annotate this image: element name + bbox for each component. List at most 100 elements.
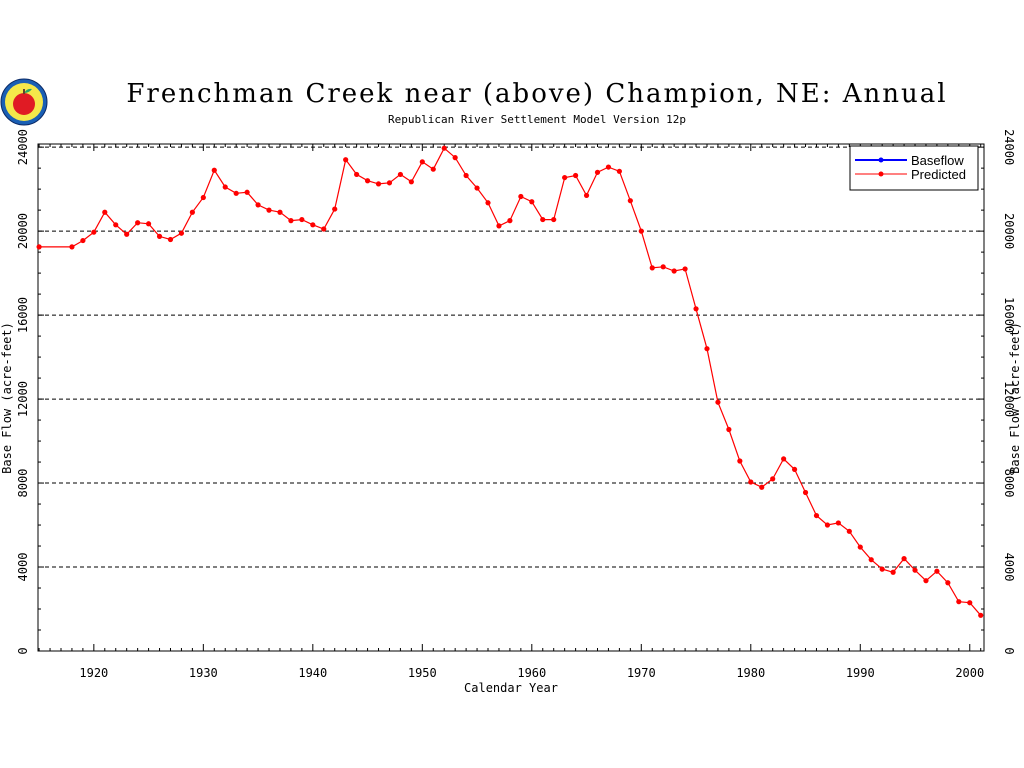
x-tick-label: 1940 xyxy=(298,666,327,680)
data-point-predicted xyxy=(868,557,874,563)
grid-lines xyxy=(38,146,984,568)
data-point-predicted xyxy=(802,489,809,496)
data-point-predicted xyxy=(956,599,962,605)
y-tick-label-left: 24000 xyxy=(16,129,30,165)
data-point-predicted xyxy=(737,458,743,464)
data-point-predicted xyxy=(660,264,666,270)
data-point-predicted xyxy=(912,567,918,573)
y-tick-label-left: 16000 xyxy=(16,297,30,333)
data-point-predicted xyxy=(80,237,86,244)
legend-label-predicted: Predicted xyxy=(911,167,966,182)
data-point-predicted xyxy=(200,194,206,201)
legend-label-baseflow: Baseflow xyxy=(911,153,964,168)
data-point-predicted xyxy=(167,236,174,243)
data-point-predicted xyxy=(813,512,820,519)
chart-subtitle: Republican River Settlement Model Versio… xyxy=(388,113,686,126)
data-point-predicted xyxy=(310,222,316,228)
data-point-predicted xyxy=(113,222,119,228)
legend-box xyxy=(849,145,979,191)
data-point-predicted xyxy=(397,171,404,178)
data-point-predicted xyxy=(124,231,130,237)
data-point-predicted xyxy=(135,220,141,226)
data-point-predicted xyxy=(255,202,261,208)
data-point-predicted xyxy=(583,192,590,199)
data-point-predicted xyxy=(69,244,75,250)
data-point-predicted xyxy=(364,178,371,184)
data-point-predicted xyxy=(463,172,469,179)
data-point-predicted xyxy=(222,184,228,190)
x-tick-label: 1980 xyxy=(736,666,765,680)
data-point-predicted xyxy=(211,167,217,173)
legend: Baseflow Predicted xyxy=(849,145,979,191)
x-tick-label: 1990 xyxy=(846,666,875,680)
x-axis-label: Calendar Year xyxy=(464,681,558,695)
chart-title: Frenchman Creek near (above) Champion, N… xyxy=(126,79,947,109)
data-point-predicted xyxy=(594,169,601,175)
data-point-predicted xyxy=(551,216,557,223)
data-point-predicted xyxy=(386,180,393,186)
data-point-predicted xyxy=(156,233,163,239)
data-point-predicted xyxy=(518,193,524,200)
plot-frame xyxy=(37,143,985,652)
y-tick-label-right: 24000 xyxy=(1002,129,1016,165)
data-point-predicted xyxy=(36,244,42,250)
x-tick-label: 1960 xyxy=(517,666,546,680)
y-tick-label-right: 8000 xyxy=(1002,469,1016,498)
legend-marker-predicted xyxy=(878,171,884,177)
data-point-predicted xyxy=(419,159,425,165)
x-tick-label: 2000 xyxy=(955,666,984,680)
data-point-predicted xyxy=(507,218,513,224)
data-point-predicted xyxy=(343,157,349,163)
y-tick-label-left: 20000 xyxy=(16,213,30,249)
data-point-predicted xyxy=(474,185,480,191)
data-point-predicted xyxy=(189,209,195,215)
apple-logo xyxy=(0,78,48,126)
x-tick-label: 1930 xyxy=(189,666,218,680)
data-point-predicted xyxy=(726,426,732,433)
data-point-predicted xyxy=(332,206,338,212)
legend-marker-baseflow xyxy=(878,157,884,163)
data-point-predicted xyxy=(354,171,360,178)
data-point-predicted xyxy=(857,544,863,550)
data-point-predicted xyxy=(441,145,447,151)
y-tick-label-right: 0 xyxy=(1002,647,1016,654)
y-tick-label-left: 0 xyxy=(16,647,30,654)
data-point-predicted xyxy=(934,568,940,574)
data-point-predicted xyxy=(682,266,688,272)
data-point-predicted xyxy=(791,466,798,473)
data-point-predicted xyxy=(102,209,108,215)
data-point-predicted xyxy=(496,223,502,229)
data-point-predicted xyxy=(715,399,721,405)
data-point-predicted xyxy=(375,181,382,187)
data-point-predicted xyxy=(452,155,458,161)
y-tick-label-left: 8000 xyxy=(16,469,30,498)
data-point-predicted xyxy=(967,600,973,606)
data-point-predicted xyxy=(759,484,765,490)
data-point-predicted xyxy=(649,265,655,271)
data-point-predicted xyxy=(879,566,885,572)
data-point-predicted xyxy=(540,216,546,223)
data-point-predicted xyxy=(638,228,644,234)
data-point-predicted xyxy=(299,216,305,223)
data-point-predicted xyxy=(945,580,951,586)
axis-ticks xyxy=(38,144,984,652)
y-tick-label-right: 20000 xyxy=(1002,213,1016,249)
data-point-predicted xyxy=(627,198,633,204)
data-point-predicted xyxy=(923,578,929,584)
data-point-predicted xyxy=(901,556,907,562)
y-axis-label-right: Base Flow (acre-feet) xyxy=(1008,322,1022,474)
tick-labels: 0 0 4000 4000 8000 8000 12000 12000 16000 16000 20… xyxy=(16,129,1016,680)
data-point-predicted xyxy=(288,218,294,224)
data-point-predicted xyxy=(978,612,984,618)
data-point-predicted xyxy=(572,172,579,179)
x-tick-label: 1970 xyxy=(627,666,656,680)
data-point-predicted xyxy=(890,569,896,575)
data-point-predicted xyxy=(408,179,414,185)
data-point-predicted xyxy=(266,207,272,213)
y-tick-label-left: 12000 xyxy=(16,381,30,417)
data-point-predicted xyxy=(693,306,699,312)
series-layer xyxy=(36,145,984,618)
x-tick-label: 1920 xyxy=(79,666,108,680)
x-tick-label: 1950 xyxy=(408,666,437,680)
